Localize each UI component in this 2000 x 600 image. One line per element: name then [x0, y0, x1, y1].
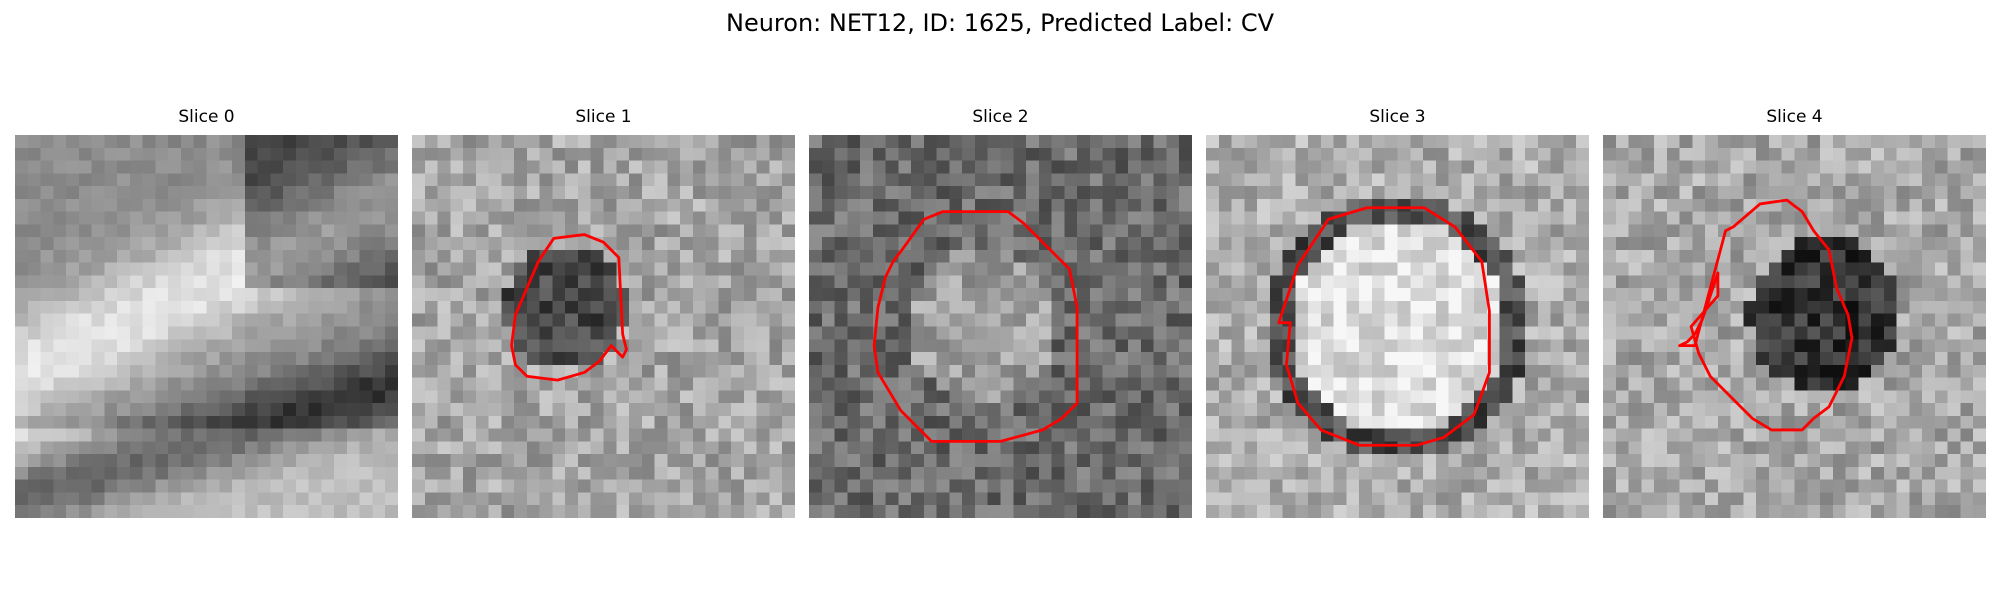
slice-panel-0: Slice 0 — [15, 107, 398, 518]
slice-title: Slice 3 — [1369, 107, 1426, 127]
slice-image — [15, 135, 398, 518]
slice-panel-1: Slice 1 — [412, 107, 795, 518]
slice-image — [1206, 135, 1589, 518]
roi-contour — [1277, 206, 1491, 447]
slice-title: Slice 1 — [575, 107, 632, 127]
slice-image — [809, 135, 1192, 518]
roi-contour — [1678, 198, 1854, 432]
slice-title: Slice 2 — [972, 107, 1029, 127]
slice-image — [1603, 135, 1986, 518]
slice-title: Slice 4 — [1766, 107, 1823, 127]
slice-panel-2: Slice 2 — [809, 107, 1192, 518]
slice-panel-3: Slice 3 — [1206, 107, 1589, 518]
slice-title: Slice 0 — [178, 107, 235, 127]
roi-contour — [872, 210, 1079, 443]
slice-panel-4: Slice 4 — [1603, 107, 1986, 518]
roi-contour — [510, 233, 628, 382]
figure-title: Neuron: NET12, ID: 1625, Predicted Label… — [726, 9, 1274, 37]
slice-image — [412, 135, 795, 518]
